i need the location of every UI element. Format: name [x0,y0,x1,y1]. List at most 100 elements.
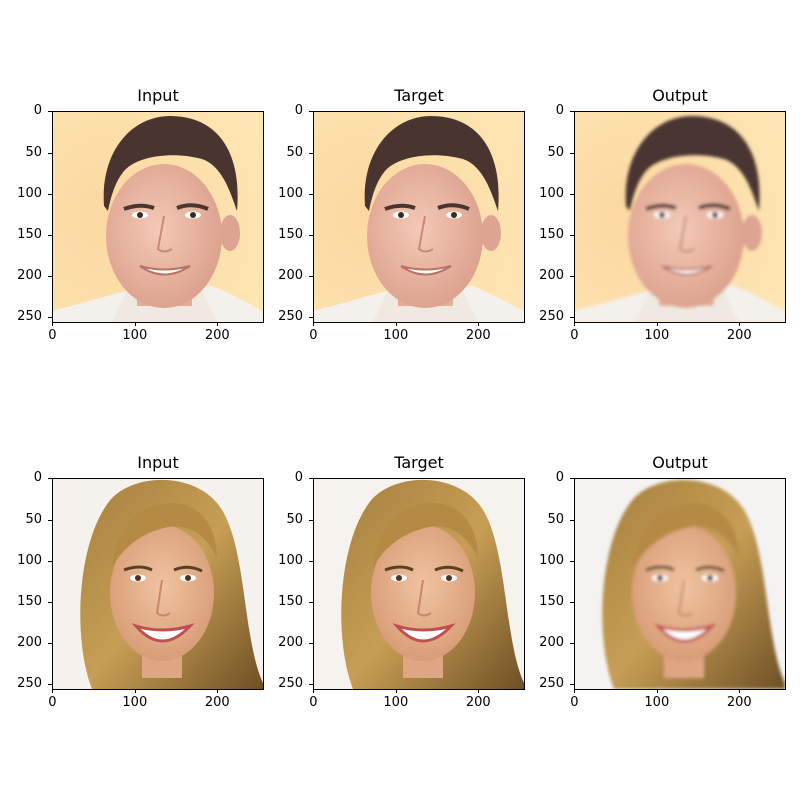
y-tick-label: 0 [294,103,303,119]
panel-woman-target: Target 0 50 100 150 200 250 0 100 200 [278,453,525,710]
y-tick-label: 150 [278,594,303,610]
y-tick-mark [570,684,574,686]
panel-woman-input: Input 0 50 100 150 200 250 0 100 200 [17,453,264,710]
y-tick-mark [570,276,574,278]
x-tick-mark [52,322,54,326]
y-tick-mark [570,519,574,521]
y-tick-mark [48,684,52,686]
panel-title: Target [394,86,444,105]
panel-title: Output [652,453,708,472]
y-tick-label: 100 [539,185,564,201]
axes-frame [52,478,264,690]
panel-title: Target [394,453,444,472]
y-tick-label: 250 [278,676,303,692]
woman-portrait-image [313,478,524,689]
x-tick-mark [217,689,219,693]
x-tick-label: 100 [122,328,148,343]
y-tick-label: 200 [539,635,564,651]
y-tick-mark [309,643,313,645]
x-tick-mark [478,322,480,326]
y-tick-label: 250 [539,309,564,325]
woman-portrait-image [52,478,263,689]
y-tick-mark [309,478,313,480]
x-tick-mark [656,689,658,693]
x-tick-label: 0 [309,695,318,710]
panel-man-output: Output 0 50 100 150 200 250 [539,86,786,343]
x-tick-mark [52,689,54,693]
x-tick-label: 100 [644,328,670,343]
panel-title: Output [652,86,708,105]
y-tick-label: 50 [25,511,42,527]
x-tick-label: 0 [48,695,57,710]
x-tick-mark [217,322,219,326]
y-tick-mark [309,193,313,195]
y-tick-label: 200 [278,268,303,284]
y-tick-label: 150 [278,227,303,243]
y-tick-mark [309,235,313,237]
axes-frame [313,478,525,690]
x-tick-label: 200 [465,328,491,343]
y-tick-mark [48,643,52,645]
x-tick-label: 0 [309,328,318,343]
y-tick-label: 200 [17,635,42,651]
y-tick-mark [309,111,313,113]
y-tick-label: 200 [278,635,303,651]
y-tick-label: 0 [294,470,303,486]
x-tick-label: 100 [644,695,670,710]
y-tick-mark [570,111,574,113]
axes-frame [52,111,264,323]
y-tick-label: 50 [547,511,564,527]
x-tick-mark [739,322,741,326]
y-tick-label: 150 [17,594,42,610]
x-tick-label: 100 [383,328,409,343]
y-tick-mark [48,519,52,521]
panel-man-input: Input 0 50 100 150 200 250 0 [17,86,264,343]
y-tick-mark [570,602,574,604]
y-tick-mark [309,276,313,278]
woman-portrait-image [574,478,785,689]
y-tick-label: 100 [278,552,303,568]
y-tick-label: 100 [278,185,303,201]
y-tick-mark [48,193,52,195]
axes-frame [574,111,786,323]
y-tick-label: 0 [555,103,564,119]
y-tick-mark [570,152,574,154]
y-tick-label: 50 [547,144,564,160]
y-tick-mark [570,235,574,237]
y-tick-label: 100 [17,185,42,201]
x-tick-label: 200 [204,328,230,343]
x-tick-label: 100 [383,695,409,710]
x-tick-mark [134,689,136,693]
y-tick-mark [570,560,574,562]
x-tick-label: 0 [570,695,579,710]
y-tick-label: 250 [278,309,303,325]
y-tick-label: 100 [17,552,42,568]
man-portrait-image [313,111,524,322]
x-tick-mark [478,689,480,693]
y-tick-label: 100 [539,552,564,568]
y-tick-mark [48,235,52,237]
y-tick-label: 50 [25,144,42,160]
x-tick-mark [574,322,576,326]
panel-title: Input [137,453,179,472]
y-tick-mark [309,317,313,319]
x-tick-label: 0 [570,328,579,343]
x-tick-label: 200 [465,695,491,710]
y-tick-mark [309,602,313,604]
y-tick-label: 50 [286,511,303,527]
x-tick-mark [574,689,576,693]
y-tick-mark [570,317,574,319]
y-tick-mark [48,478,52,480]
y-tick-mark [309,519,313,521]
y-tick-mark [48,276,52,278]
y-tick-label: 0 [33,470,42,486]
y-tick-label: 200 [539,268,564,284]
y-tick-label: 0 [33,103,42,119]
y-tick-mark [48,560,52,562]
x-tick-mark [134,322,136,326]
y-tick-mark [48,111,52,113]
y-tick-mark [309,684,313,686]
x-tick-mark [739,689,741,693]
y-tick-label: 250 [17,676,42,692]
y-tick-mark [48,152,52,154]
